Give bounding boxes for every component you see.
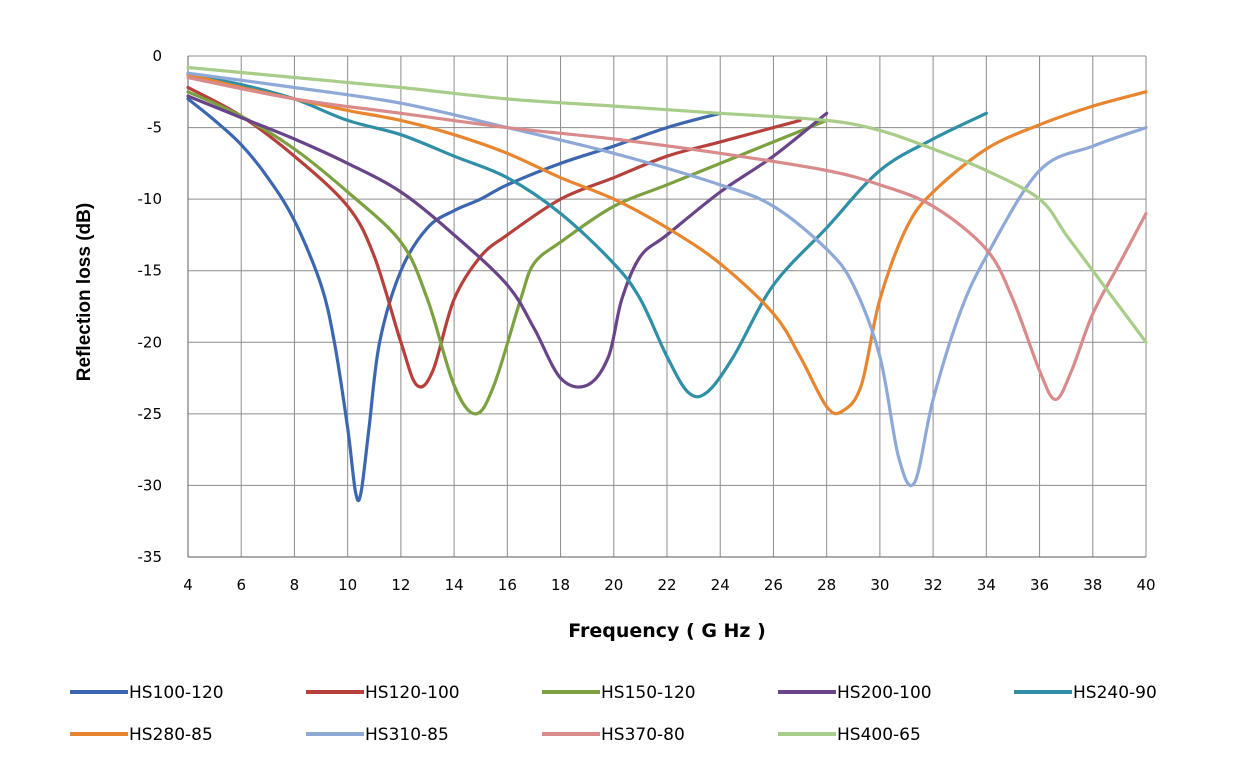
y-axis-label: Reflection loss (dB): [74, 203, 95, 381]
series-line-hs200-100: [186, 94, 829, 389]
x-tick-label: 32: [924, 576, 943, 594]
legend-label: HS120-100: [365, 683, 460, 703]
y-tick-label: -25: [138, 405, 163, 423]
series-line-hs280-85: [186, 73, 1148, 416]
series-line-hs100-120: [186, 97, 722, 503]
y-tick-label: -15: [138, 262, 163, 280]
x-tick-label: 4: [183, 576, 193, 594]
y-tick-label: -20: [138, 333, 163, 351]
x-tick-label: 6: [236, 576, 246, 594]
x-tick-label: 24: [711, 576, 730, 594]
legend: HS100-120 HS120-100 HS150-120 HS200-100 HS24…: [70, 683, 1157, 745]
y-tick-label: -35: [138, 548, 163, 566]
x-tick-label: 16: [498, 576, 517, 594]
series-line-hs400-65: [186, 65, 1148, 344]
x-tick-label: 28: [817, 576, 836, 594]
x-tick-label: 22: [657, 576, 676, 594]
legend-label: HS310-85: [365, 725, 449, 745]
x-tick-label: 12: [391, 576, 410, 594]
legend-label: HS400-65: [837, 725, 921, 745]
x-tick-label: 38: [1083, 576, 1102, 594]
x-axis-label: Frequency ( G Hz ): [568, 620, 766, 642]
legend-label: HS200-100: [837, 683, 932, 703]
x-tick-label: 34: [977, 576, 996, 594]
series-line-hs150-120: [186, 90, 829, 416]
legend-label: HS100-120: [129, 683, 224, 703]
series-line-hs310-85: [186, 71, 1148, 488]
series-line-hs240-90: [186, 73, 988, 399]
y-tick-label: -5: [147, 119, 162, 137]
y-tick-label: -30: [138, 476, 163, 494]
x-tick-label: 36: [1030, 576, 1049, 594]
x-axis-ticks: 4 6 8 10 12 14 16 18 20 22 24 26 28 30 32 34 36 38 40: [183, 576, 1155, 594]
legend-label: HS150-120: [601, 683, 696, 703]
x-tick-label: 26: [764, 576, 783, 594]
y-tick-label: 0: [152, 47, 162, 65]
x-tick-label: 14: [445, 576, 464, 594]
x-tick-label: 18: [551, 576, 570, 594]
series-lines: [186, 65, 1148, 503]
series-line-hs370-80: [186, 75, 1148, 402]
legend-label: HS370-80: [601, 725, 685, 745]
legend-label: HS280-85: [129, 725, 213, 745]
legend-label: HS240-90: [1073, 683, 1157, 703]
x-tick-label: 10: [338, 576, 357, 594]
grid: [187, 55, 1147, 558]
x-tick-label: 20: [604, 576, 623, 594]
x-tick-label: 30: [870, 576, 889, 594]
x-tick-label: 8: [290, 576, 300, 594]
y-tick-label: -10: [138, 190, 163, 208]
x-tick-label: 40: [1136, 576, 1155, 594]
y-axis-ticks: 0 -5 -10 -15 -20 -25 -30 -35: [138, 47, 163, 566]
